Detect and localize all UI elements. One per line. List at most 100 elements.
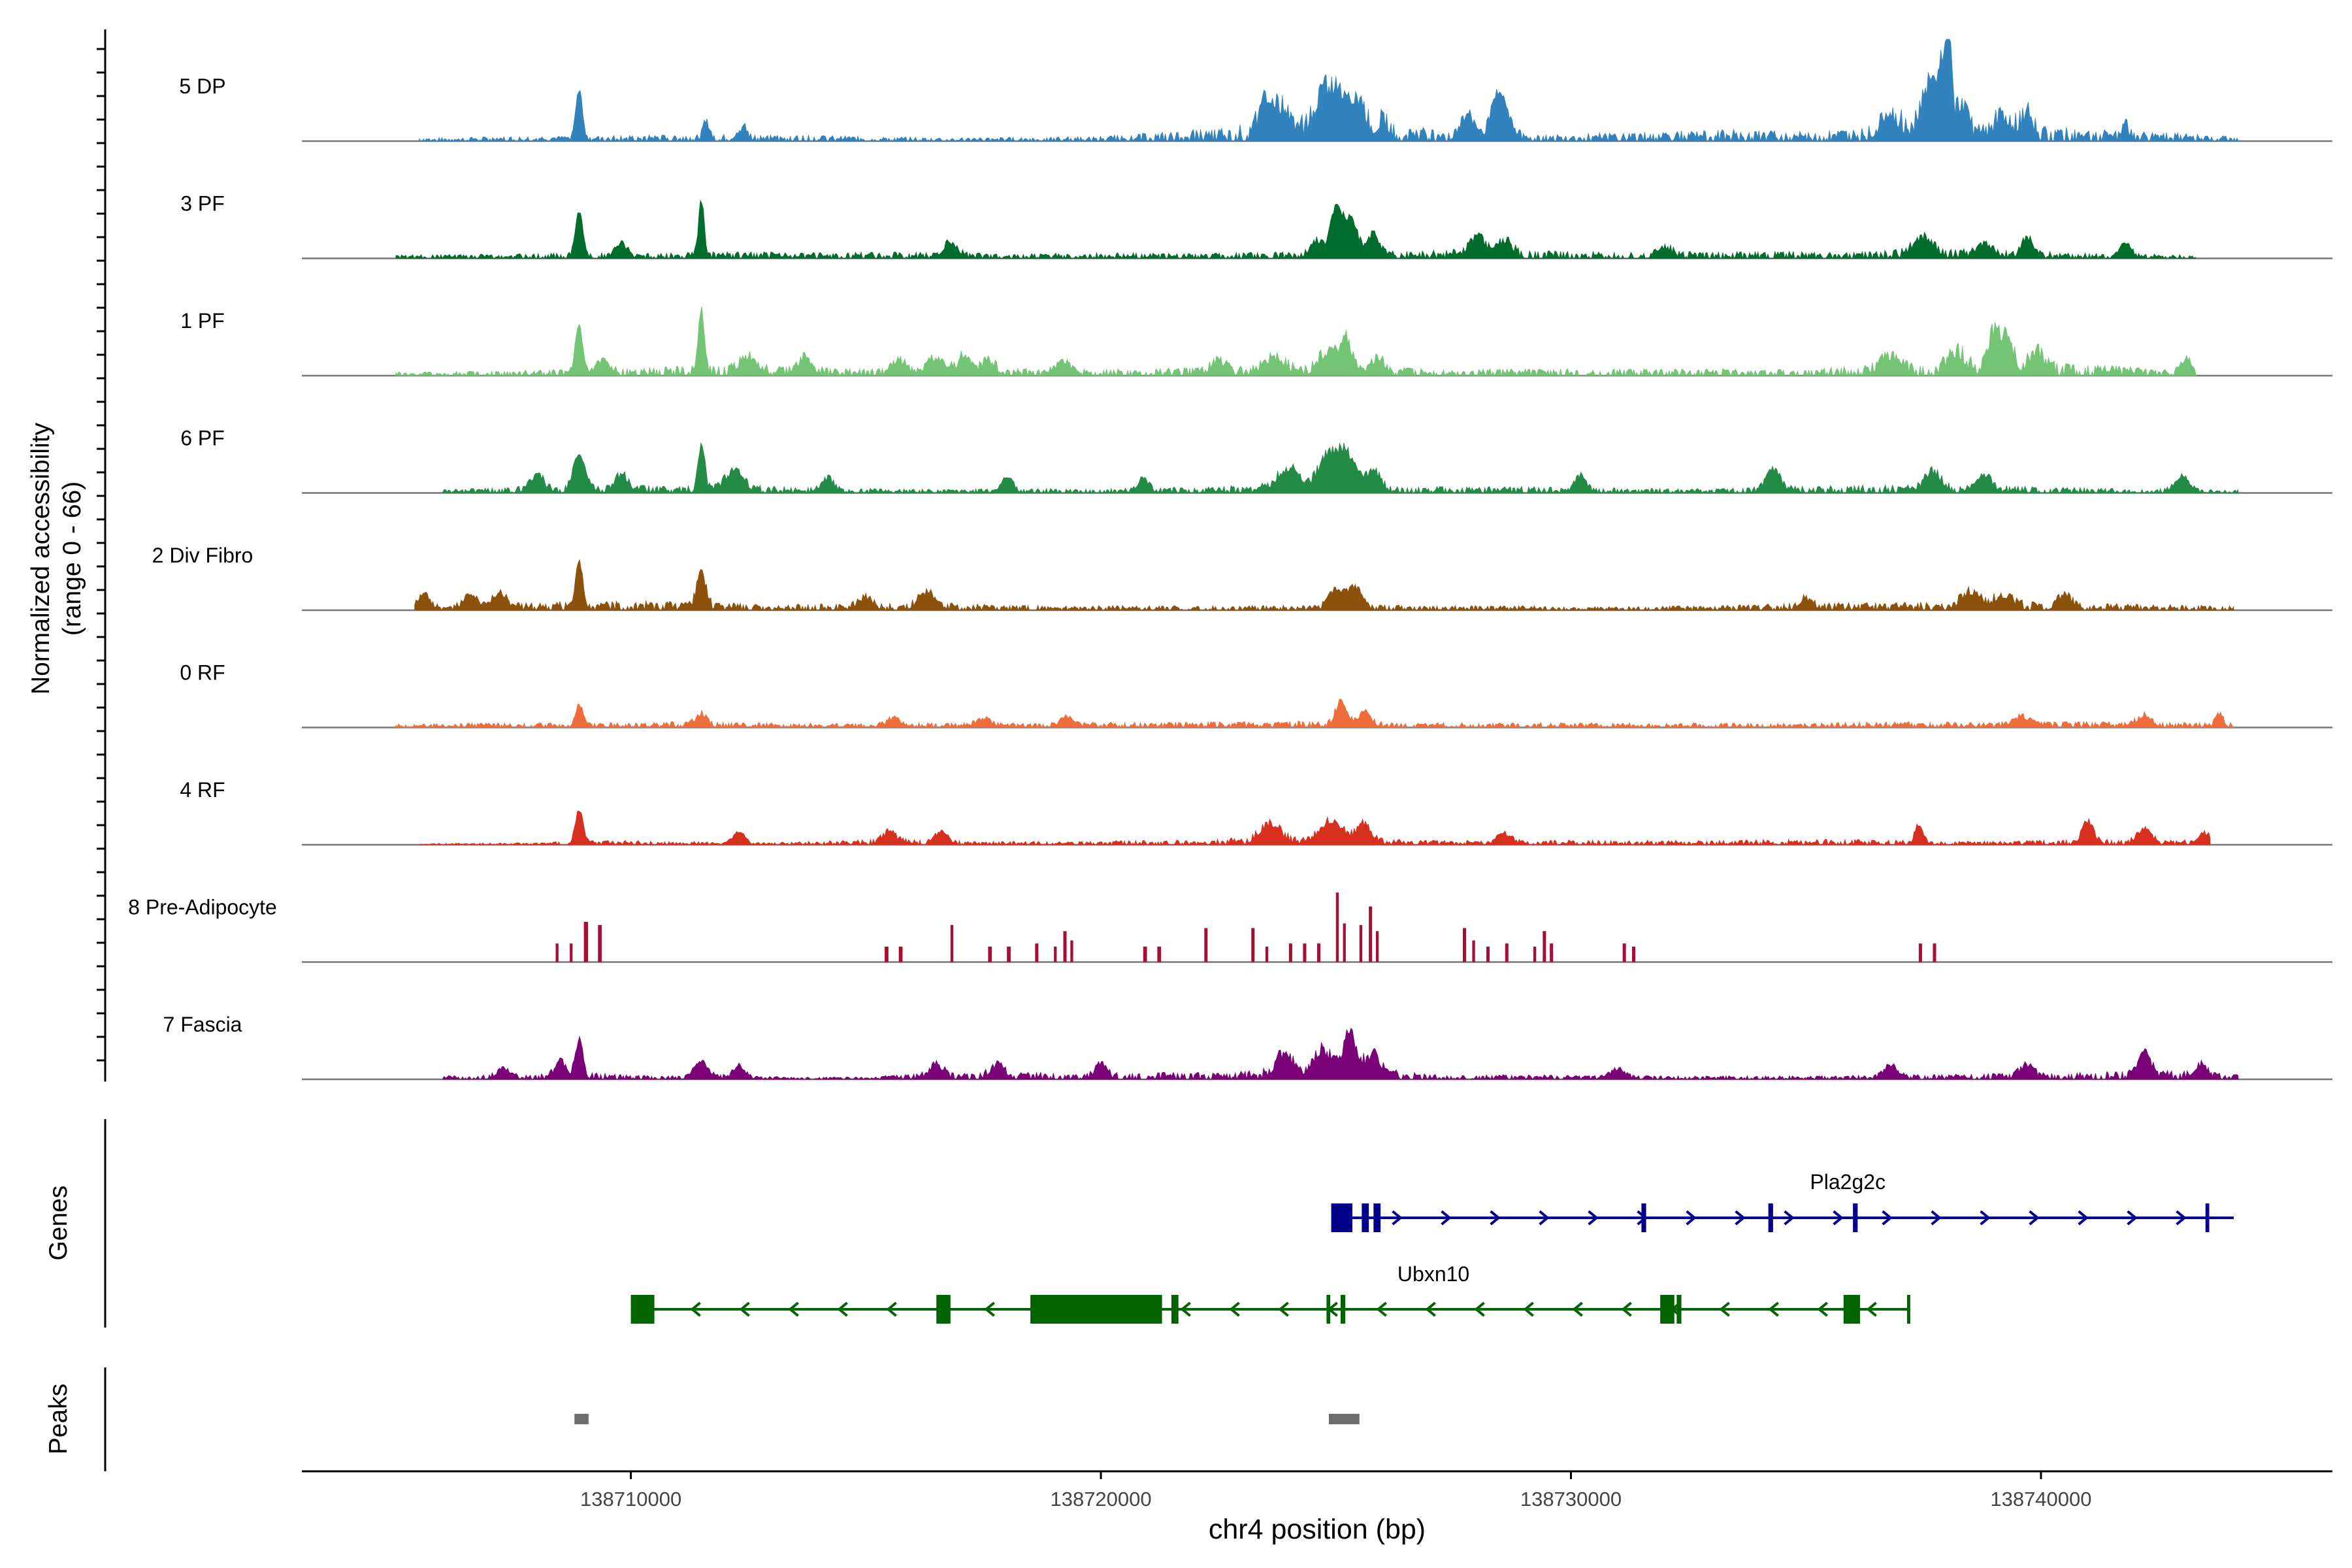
signal-bar [1543,931,1546,962]
signal-bar [898,946,903,962]
exon-block [1340,1295,1346,1324]
signal-bar [1550,943,1554,962]
exon-block [1676,1295,1682,1324]
exon-block [630,1295,655,1324]
strand-arrow [1817,1301,1828,1317]
x-axis-ticks: 138710000 138720000 138730000 138740000 [580,1471,2092,1511]
signal-bar [1035,943,1039,962]
x-axis-title: chr4 position (bp) [1209,1514,1426,1545]
strand-arrow [2078,1210,2089,1226]
signal-bar [1070,940,1073,962]
strand-arrow [1490,1210,1501,1226]
signal-bar [1317,943,1321,962]
gene-ubxn10: Ubxn10 [630,1262,1910,1324]
signal-bar [1303,943,1307,962]
signal-bar [1375,931,1379,962]
track-7-fascia: 7 Fascia [163,1013,2332,1081]
x-tick-label: 138730000 [1520,1488,1622,1511]
exon-block [936,1295,951,1324]
signal-bar [1472,940,1475,962]
coverage-area [442,442,2239,495]
exon-block [1326,1295,1331,1324]
gene-name: Pla2g2c [1810,1170,1886,1194]
track-label: 0 RF [180,661,225,685]
track-2-div-fibro: 2 Div Fibro [152,544,2332,612]
signal-bar [1335,892,1339,962]
strand-arrow [1882,1210,1893,1226]
signal-bar [1918,943,1922,962]
x-tick-label: 138710000 [580,1488,681,1511]
strand-arrow [1980,1210,1991,1226]
signal-bar [1622,943,1626,962]
strand-arrow [1784,1210,1795,1226]
coverage-area [395,199,2197,260]
signal-bar [555,943,559,962]
x-tick-label: 138720000 [1050,1488,1151,1511]
signal-bar [1157,946,1162,962]
strand-arrow [984,1301,995,1317]
accessibility-y-axis [97,29,106,1082]
track-label: 8 Pre-Adipocyte [128,896,277,919]
exon-block [1641,1203,1646,1232]
track-label: 5 DP [179,74,225,98]
strand-arrow [1539,1210,1550,1226]
strand-arrow [1180,1301,1191,1317]
strand-arrow [1686,1210,1697,1226]
strand-arrow [2127,1210,2138,1226]
strand-arrow [1588,1210,1599,1226]
signal-bar [598,924,602,962]
strand-arrow [1392,1210,1403,1226]
strand-arrow [788,1301,799,1317]
track-label: 1 PF [180,309,225,333]
coverage-area [395,698,2234,729]
strand-arrow [739,1301,750,1317]
exon-block [1768,1203,1773,1232]
genes-panel-label: Genes [44,1186,73,1261]
track-label: 7 Fascia [163,1013,242,1036]
track-label: 2 Div Fibro [152,544,253,567]
signal-bar [1251,928,1255,962]
signal-bar [1632,946,1636,962]
exon-block [1362,1203,1369,1232]
coverage-area [418,810,2211,846]
coverage-area [395,306,2197,377]
strand-arrow [1523,1301,1534,1317]
strand-arrow [1719,1301,1730,1317]
track-3-pf: 3 PF [180,192,2332,260]
peaks-panel-label: Peaks [44,1384,73,1454]
coverage-tracks: 5 DP 3 PF 1 PF 6 PF 2 Div Fibro 0 RF 4 RF 8 Pre… [128,39,2332,1081]
gene-annotations: Pla2g2c Ubxn10 [630,1170,2234,1324]
track-label: 4 RF [180,778,225,802]
strand-arrow [2029,1210,2040,1226]
track-label: 3 PF [180,192,225,216]
signal-bar [1204,928,1208,962]
exon-block [2205,1203,2210,1232]
strand-arrow [1931,1210,1942,1226]
y-axis-label-line2: (range 0 - 66) [58,482,86,636]
track-label: 6 PF [180,427,225,450]
strand-arrow [886,1301,897,1317]
track-6-pf: 6 PF [180,427,2332,495]
peak-regions [574,1414,1360,1424]
strand-arrow [1425,1301,1436,1317]
x-tick-label: 138740000 [1990,1488,2091,1511]
signal-bar [1486,946,1490,962]
strand-arrow [690,1301,701,1317]
track-1-pf: 1 PF [180,306,2332,377]
strand-arrow [1768,1301,1779,1317]
signal-bar [1007,946,1011,962]
signal-bar [1533,946,1537,962]
signal-bar [950,924,954,962]
signal-bar [1054,946,1057,962]
strand-arrow [1833,1210,1844,1226]
strand-arrow [2176,1210,2187,1226]
strand-arrow [1441,1210,1452,1226]
coverage-area [442,1028,2239,1081]
strand-arrow [1735,1210,1746,1226]
strand-arrow [837,1301,848,1317]
strand-arrow [1572,1301,1583,1317]
gene-pla2g2c: Pla2g2c [1331,1170,2234,1232]
strand-arrow [1376,1301,1387,1317]
signal-bar [570,943,573,962]
